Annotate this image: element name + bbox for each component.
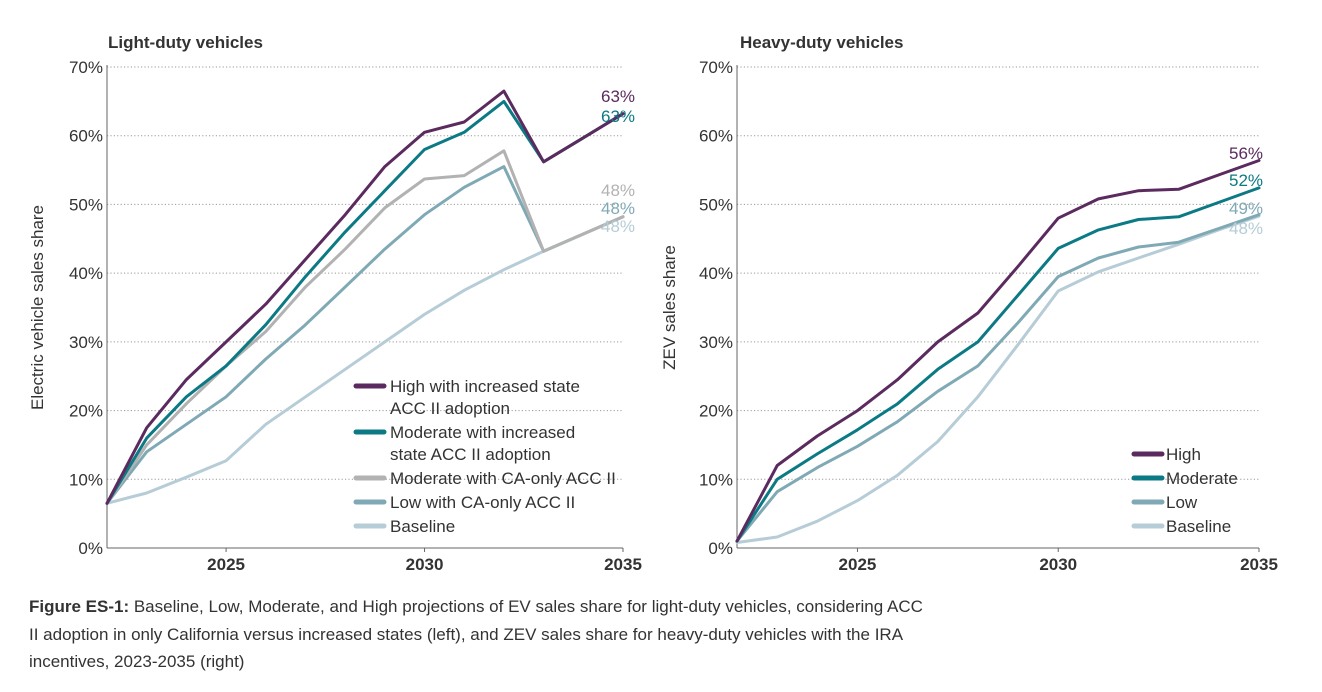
y-tick-label: 50% [699, 195, 733, 214]
legend-label: Low [1166, 493, 1198, 512]
end-label: 52% [1229, 171, 1263, 190]
series-line-4 [735, 214, 1261, 544]
x-tick-label: 2035 [604, 555, 642, 574]
chart-title: Light-duty vehicles [108, 33, 263, 52]
y-tick-label: 60% [69, 127, 103, 146]
end-label: 48% [1229, 219, 1263, 238]
chart-panel-1: Light-duty vehicles Electric vehicle sale… [28, 33, 642, 574]
end-label: 48% [601, 199, 635, 218]
series-line-3 [105, 149, 625, 505]
x-tick-label: 2030 [1039, 555, 1077, 574]
y-tick-label: 0% [78, 539, 103, 558]
y-tick-label: 10% [69, 470, 103, 489]
y-tick-label: 40% [699, 264, 733, 283]
series-line-1 [735, 159, 1261, 543]
y-tick-label: 40% [69, 264, 103, 283]
end-label: 63% [601, 107, 635, 126]
series-line-1 [105, 89, 625, 505]
legend-label: Moderate with increased [390, 423, 575, 442]
end-label: 48% [601, 217, 635, 236]
y-tick-label: 20% [69, 402, 103, 421]
x-tick-label: 2030 [406, 555, 444, 574]
legend-label: Baseline [1166, 517, 1231, 536]
x-tick-label: 2025 [839, 555, 877, 574]
x-tick-label: 2025 [207, 555, 245, 574]
x-tick-label: 2035 [1240, 555, 1278, 574]
legend-label: Moderate [1166, 469, 1238, 488]
legend-label: High with increased state [390, 377, 580, 396]
series-line-2 [735, 186, 1261, 543]
end-label: 56% [1229, 144, 1263, 163]
y-tick-label: 30% [699, 333, 733, 352]
legend-label: Moderate with CA-only ACC II [390, 469, 616, 488]
y-axis-label: ZEV sales share [660, 245, 679, 370]
end-label: 49% [1229, 199, 1263, 218]
caption-label: Figure ES-1: [29, 597, 130, 616]
chart-title: Heavy-duty vehicles [740, 33, 903, 52]
series-line-5 [105, 215, 625, 505]
end-label: 63% [601, 87, 635, 106]
y-tick-label: 30% [69, 333, 103, 352]
y-tick-label: 70% [699, 58, 733, 77]
legend-label: Baseline [390, 517, 455, 536]
legend-label: Low with CA-only ACC II [390, 493, 575, 512]
y-tick-label: 20% [699, 402, 733, 421]
y-axis-label: Electric vehicle sales share [28, 205, 47, 410]
legend-label: ACC II adoption [390, 399, 510, 418]
series-line-3 [735, 213, 1261, 543]
legend: High Moderate Low Baseline [1131, 445, 1238, 536]
legend: High with increased state ACC II adoption… [353, 377, 616, 536]
legend-label: High [1166, 445, 1201, 464]
end-label: 48% [601, 181, 635, 200]
chart-panel-2: Heavy-duty vehicles ZEV sales share 0% 10% 2… [660, 33, 1278, 574]
figure-caption: Figure ES-1: Baseline, Low, Moderate, an… [29, 593, 929, 676]
y-tick-label: 10% [699, 470, 733, 489]
y-tick-label: 0% [708, 539, 733, 558]
y-tick-label: 50% [69, 195, 103, 214]
figure: Light-duty vehicles Electric vehicle sale… [28, 33, 1278, 574]
legend-label: state ACC II adoption [390, 445, 551, 464]
y-tick-label: 70% [69, 58, 103, 77]
y-tick-label: 60% [699, 127, 733, 146]
caption-text: Baseline, Low, Moderate, and High projec… [29, 597, 923, 671]
